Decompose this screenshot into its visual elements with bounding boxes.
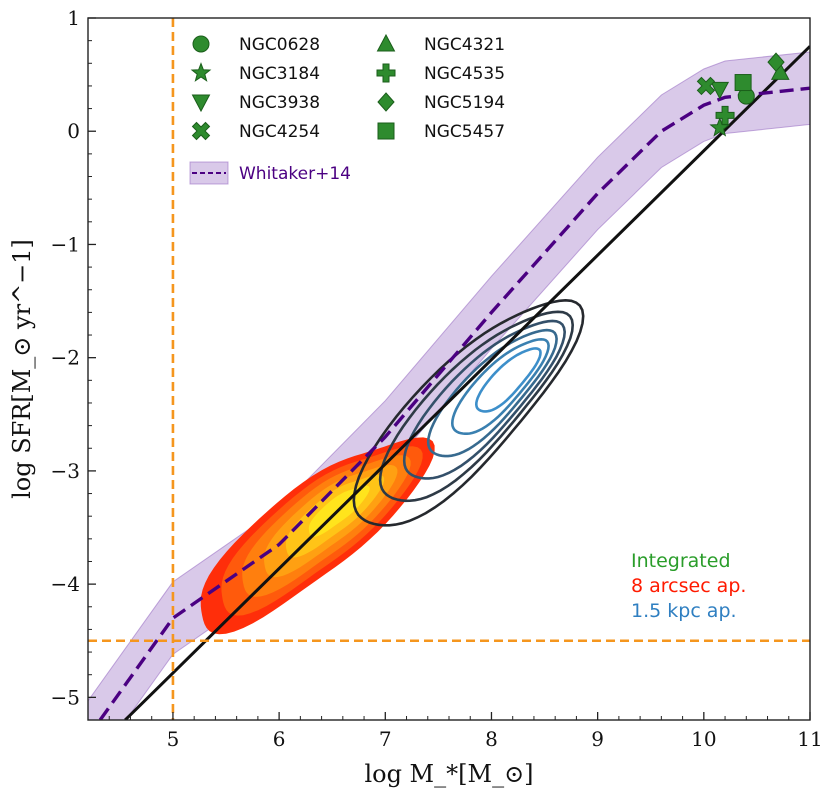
y-tick-label: −2 bbox=[51, 346, 80, 370]
legend-label-ngc0628: NGC0628 bbox=[239, 35, 320, 55]
plot-area bbox=[88, 18, 810, 720]
x-tick-label: 11 bbox=[797, 727, 822, 751]
legend-label-ngc3184: NGC3184 bbox=[239, 64, 320, 84]
density-1p5kpc-level bbox=[378, 310, 575, 503]
y-axis-label: log SFR[M_⊙ yr^−1] bbox=[8, 239, 36, 499]
density-1p5kpc-level bbox=[450, 337, 550, 436]
galaxy-point-ngc4254 bbox=[696, 76, 716, 96]
x-tick-label: 6 bbox=[273, 727, 286, 751]
legend-label-whitaker: Whitaker+14 bbox=[239, 164, 351, 184]
x-tick-label: 10 bbox=[691, 727, 716, 751]
ticks-layer: 5 6 7 8 9 10 11 −5 −4 −3 −2 −1 0 1 bbox=[51, 6, 823, 751]
x-tick-label: 7 bbox=[379, 727, 392, 751]
galaxy-point-ngc3938 bbox=[710, 81, 730, 100]
y-tick-label: 0 bbox=[67, 119, 80, 143]
legend-marker-ngc3184 bbox=[190, 62, 212, 82]
density-1p5kpc-level bbox=[402, 319, 567, 480]
whitaker-band bbox=[88, 51, 810, 720]
galaxy-markers-layer bbox=[696, 52, 790, 137]
legend-label-ngc4254: NGC4254 bbox=[239, 122, 320, 142]
legend-label-ngc5194: NGC5194 bbox=[424, 93, 505, 113]
x-axis-label: log M_*[M_⊙] bbox=[364, 760, 533, 788]
y-tick-label: 1 bbox=[67, 6, 80, 30]
annotation-integrated: Integrated bbox=[631, 550, 731, 572]
legend-marker-ngc5457 bbox=[377, 122, 395, 140]
y-tick-label: −1 bbox=[51, 232, 80, 256]
galaxy-point-ngc5457 bbox=[734, 74, 752, 92]
density-1p5kpc-level bbox=[474, 347, 542, 413]
legend-marker-ngc0628 bbox=[192, 35, 210, 53]
whitaker-line bbox=[98, 86, 810, 720]
galaxy-point-ngc5194 bbox=[767, 52, 785, 72]
x-tick-label: 5 bbox=[167, 727, 180, 751]
legend-marker-ngc4321 bbox=[376, 33, 396, 52]
annotation-1p5kpc: 1.5 kpc ap. bbox=[631, 600, 737, 622]
legend-label-ngc3938: NGC3938 bbox=[239, 93, 320, 113]
density-1p5kpc-level bbox=[352, 298, 585, 527]
legend-marker-ngc4535 bbox=[376, 63, 396, 83]
density-8arcsec-layer bbox=[200, 437, 435, 635]
lines-layer bbox=[88, 18, 810, 720]
legend-label-ngc5457: NGC5457 bbox=[424, 122, 505, 142]
whitaker-band-layer bbox=[88, 51, 810, 720]
legend-marker-ngc4254 bbox=[191, 121, 211, 141]
y-tick-label: −4 bbox=[51, 572, 80, 596]
legend: NGC0628 NGC3184 NGC3938 NGC4254 NGC4321 NGC45… bbox=[189, 33, 505, 185]
density-1p5kpc-layer bbox=[352, 298, 585, 527]
legend-marker-ngc3938 bbox=[191, 94, 211, 113]
legend-marker-ngc5194 bbox=[377, 92, 395, 112]
fit-line bbox=[124, 45, 810, 720]
y-tick-label: −3 bbox=[51, 459, 80, 483]
legend-label-ngc4321: NGC4321 bbox=[424, 35, 505, 55]
y-tick-label: −5 bbox=[51, 685, 80, 709]
x-tick-label: 9 bbox=[591, 727, 604, 751]
x-tick-label: 8 bbox=[485, 727, 498, 751]
annotation-8arcsec: 8 arcsec ap. bbox=[631, 575, 746, 597]
galaxy-point-ngc4535 bbox=[715, 105, 735, 125]
legend-label-ngc4535: NGC4535 bbox=[424, 64, 505, 84]
